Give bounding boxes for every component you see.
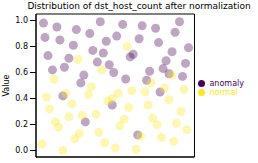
- svg-text:0.0: 0.0: [15, 146, 28, 155]
- svg-text:0.8: 0.8: [15, 42, 28, 51]
- svg-text:Value: Value: [8, 74, 11, 96]
- svg-text:1.0: 1.0: [15, 16, 28, 25]
- html-text:normal: normal: [209, 87, 238, 97]
- svg-text:0.6: 0.6: [15, 68, 28, 77]
- html-text:Distribution of dst_host_count: Distribution of dst_host_count after nor…: [27, 1, 251, 11]
- svg-text:0.2: 0.2: [15, 120, 28, 129]
- svg-text:0.4: 0.4: [15, 94, 28, 103]
- html-text:anomaly: anomaly: [209, 78, 244, 88]
